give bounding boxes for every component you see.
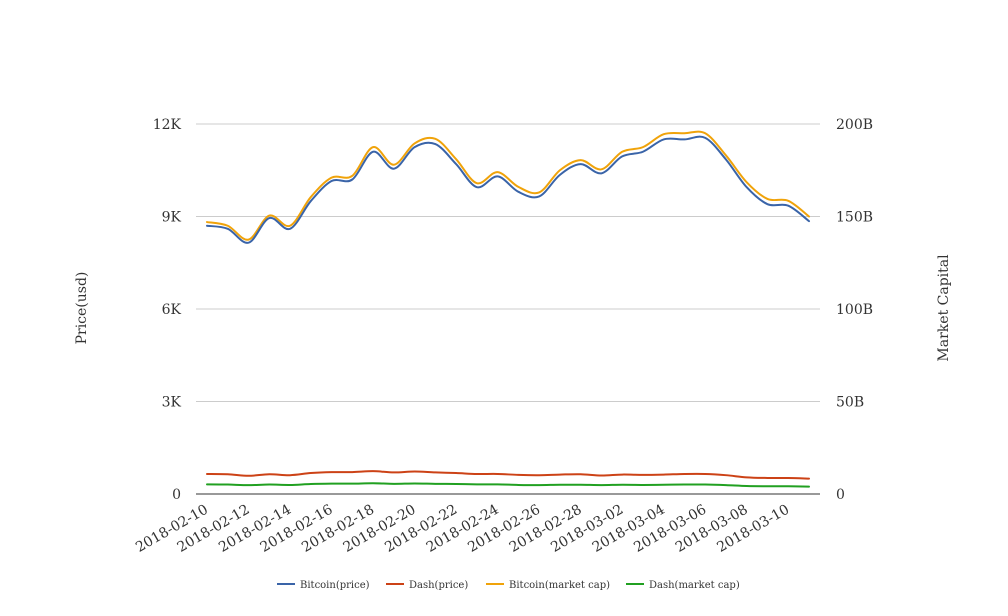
series-line-bitcoin-market-cap <box>206 130 810 241</box>
right-y-axis: 0 50B 100B 150B 200B <box>836 117 873 503</box>
right-tick-label: 100B <box>836 302 873 318</box>
right-tick-label: 0 <box>836 487 845 503</box>
legend-label: Bitcoin(market cap) <box>509 580 610 591</box>
series-layer <box>206 130 810 488</box>
series-line-dash-market-cap <box>206 482 810 488</box>
left-tick-label: 3K <box>162 395 182 411</box>
legend-item-bitcoin-market-cap[interactable]: Bitcoin(market cap) <box>486 580 610 591</box>
legend-label: Bitcoin(price) <box>300 580 370 591</box>
legend: Bitcoin(price) Dash(price) Bitcoin(market … <box>277 580 740 591</box>
legend-item-bitcoin-price[interactable]: Bitcoin(price) <box>277 580 370 591</box>
legend-label: Dash(price) <box>409 580 468 591</box>
left-tick-label: 12K <box>153 117 182 133</box>
left-y-axis: 0 3K 6K 9K 12K <box>153 117 182 503</box>
series-line-bitcoin-price <box>206 135 810 244</box>
legend-label: Dash(market cap) <box>649 580 740 591</box>
right-axis-title: Market Capital <box>936 254 952 362</box>
grid-lines <box>196 123 820 402</box>
legend-item-dash-market-cap[interactable]: Dash(market cap) <box>626 580 740 591</box>
left-tick-label: 6K <box>162 302 182 318</box>
left-axis-title: Price(usd) <box>74 272 90 345</box>
x-axis: 2018-02-102018-02-122018-02-142018-02-16… <box>133 493 820 556</box>
legend-item-dash-price[interactable]: Dash(price) <box>386 580 468 591</box>
series-line-dash-price <box>206 470 810 480</box>
right-tick-label: 200B <box>836 117 873 133</box>
right-tick-label: 150B <box>836 210 873 226</box>
left-tick-label: 0 <box>172 487 181 503</box>
left-tick-label: 9K <box>162 210 182 226</box>
right-tick-label: 50B <box>836 395 864 411</box>
